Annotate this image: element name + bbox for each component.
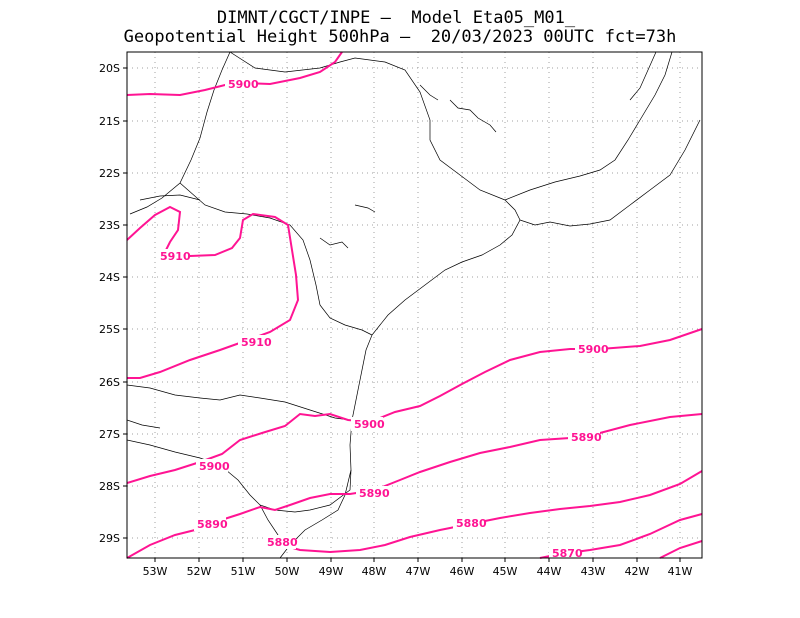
x-tick-label: 42W [625, 565, 650, 578]
contour-label: 5890 [197, 518, 228, 531]
x-tick-label: 50W [275, 565, 300, 578]
lat-lon-grid [127, 52, 702, 558]
coastline-and-borders [126, 51, 701, 559]
x-tick-label: 45W [493, 565, 518, 578]
figure-title-line1: DIMNT/CGCT/INPE — Model Eta05_M01_ [216, 8, 576, 28]
x-tick-label: 51W [231, 565, 256, 578]
contour-label: 5890 [359, 487, 390, 500]
y-tick-label: 20S [99, 62, 120, 75]
contour-labels: 5900 5910 5910 5900 5900 5890 5890 5880 … [157, 77, 609, 560]
y-tick-label: 21S [99, 115, 120, 128]
y-tick-label: 24S [99, 271, 120, 284]
x-axis-labels: 53W 52W 51W 50W 49W 48W 47W 46W 45W 44W … [143, 565, 693, 578]
contour-5910-west [126, 205, 182, 251]
contour-label: 5910 [160, 250, 191, 263]
contour-label: 5890 [571, 431, 602, 444]
x-tick-label: 43W [581, 565, 606, 578]
height-contours [126, 51, 703, 559]
x-tick-label: 52W [187, 565, 212, 578]
contour-label: 5900 [199, 460, 230, 473]
contour-label: 5910 [241, 336, 272, 349]
contour-label: 5900 [578, 343, 609, 356]
contour-5880 [281, 470, 703, 554]
y-tick-label: 23S [99, 219, 120, 232]
x-tick-label: 53W [143, 565, 168, 578]
y-tick-label: 26S [99, 376, 120, 389]
y-tick-label: 25S [99, 323, 120, 336]
y-tick-label: 29S [99, 532, 120, 545]
contour-label: 5880 [456, 517, 487, 530]
x-tick-label: 46W [450, 565, 475, 578]
x-tick-label: 48W [362, 565, 387, 578]
y-tick-label: 22S [99, 167, 120, 180]
x-tick-label: 49W [319, 565, 344, 578]
contour-5910-loop [127, 212, 300, 379]
contour-label: 5900 [354, 418, 385, 431]
x-tick-label: 41W [668, 565, 693, 578]
x-tick-label: 44W [537, 565, 562, 578]
contour-label: 5900 [228, 78, 259, 91]
x-tick-label: 47W [406, 565, 431, 578]
y-tick-label: 27S [99, 428, 120, 441]
figure-title-line2: Geopotential Height 500hPa — 20/03/2023 … [123, 27, 677, 47]
map-frame [126, 51, 703, 559]
y-tick-label: 28S [99, 480, 120, 493]
contour-label: 5870 [552, 547, 583, 560]
y-axis-labels: 20S 21S 22S 23S 24S 25S 26S 27S 28S 29S [99, 62, 120, 545]
contour-label: 5880 [267, 536, 298, 549]
